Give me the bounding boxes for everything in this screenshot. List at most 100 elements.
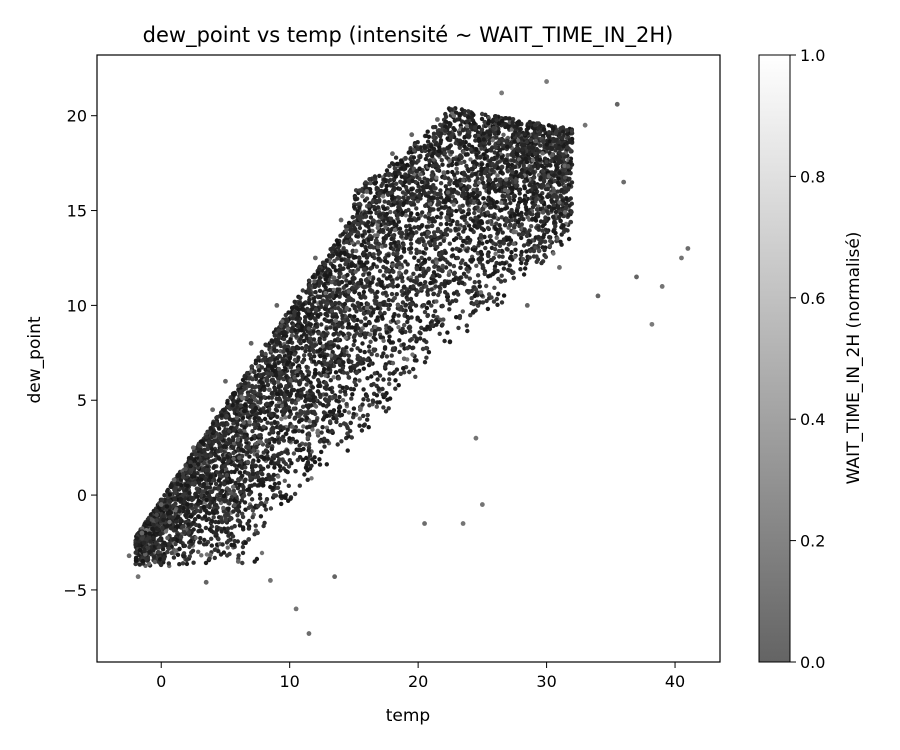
scatter-point (368, 339, 373, 344)
scatter-point (480, 207, 486, 212)
scatter-point (296, 311, 301, 316)
scatter-point (365, 376, 370, 381)
scatter-point (515, 220, 521, 225)
scatter-point (173, 541, 178, 547)
scatter-point (225, 545, 230, 550)
scatter-point (247, 399, 253, 404)
scatter-point (427, 212, 432, 217)
scatter-point (367, 177, 372, 182)
scatter-point (410, 175, 416, 180)
scatter-point (418, 336, 423, 341)
scatter-point (216, 536, 221, 542)
scatter-point (285, 469, 290, 475)
scatter-point (364, 196, 370, 201)
scatter-point (272, 481, 278, 487)
scatter-point (259, 350, 265, 355)
scatter-point (243, 465, 248, 470)
scatter-point (328, 378, 333, 383)
scatter-point (473, 138, 478, 143)
scatter-point (397, 226, 403, 231)
scatter-point (204, 552, 210, 557)
scatter-point (377, 400, 382, 405)
scatter-point (372, 174, 378, 179)
scatter-point (363, 335, 368, 340)
scatter-point (440, 162, 445, 167)
scatter-point (381, 239, 386, 244)
scatter-point (322, 347, 327, 352)
scatter-point (265, 456, 271, 461)
scatter-point (456, 292, 461, 297)
scatter-point (350, 303, 355, 308)
scatter-point (296, 428, 302, 433)
scatter-point (401, 195, 406, 200)
scatter-point (547, 130, 552, 135)
scatter-point (425, 129, 430, 134)
scatter-point (352, 338, 357, 343)
scatter-point (240, 377, 246, 383)
scatter-point (367, 180, 373, 186)
scatter-point (296, 380, 302, 385)
scatter-point (255, 470, 261, 476)
scatter-point (338, 389, 343, 394)
scatter-point (347, 313, 352, 318)
scatter-point (351, 406, 357, 411)
scatter-point (240, 544, 246, 550)
scatter-point (385, 397, 390, 402)
scatter-point (454, 298, 459, 303)
scatter-point (414, 292, 419, 297)
scatter-point (504, 157, 509, 163)
scatter-point (323, 291, 328, 296)
scatter-point (455, 183, 460, 188)
scatter-point (540, 228, 545, 233)
scatter-point (523, 266, 528, 271)
scatter-point (429, 223, 435, 228)
scatter-point (249, 497, 255, 502)
scatter-point (474, 263, 479, 268)
scatter-point (519, 235, 524, 241)
scatter-point (465, 328, 470, 334)
scatter-point (358, 307, 363, 312)
scatter-point (231, 456, 236, 461)
scatter-point (240, 473, 245, 478)
scatter-point (344, 401, 349, 407)
scatter-point (301, 424, 306, 429)
scatter-point (258, 496, 263, 501)
scatter-point (336, 409, 342, 414)
scatter-point (397, 349, 402, 355)
scatter-point (501, 266, 507, 271)
scatter-point (444, 221, 449, 227)
scatter-point (470, 257, 476, 262)
scatter-point (221, 429, 226, 435)
scatter-point (477, 190, 482, 196)
scatter-point (199, 553, 204, 558)
scatter-point (198, 536, 203, 541)
scatter-point (300, 404, 306, 409)
scatter-point (310, 385, 316, 390)
scatter-point (404, 224, 409, 229)
scatter-point (442, 338, 447, 344)
scatter-point (300, 457, 306, 462)
scatter-point (447, 307, 452, 312)
scatter-point (343, 335, 348, 340)
scatter-point (386, 192, 391, 197)
scatter-point (324, 425, 330, 430)
scatter-point (419, 255, 424, 260)
scatter-point (309, 476, 314, 481)
scatter-point (443, 184, 448, 189)
scatter-point (284, 317, 290, 322)
scatter-point (162, 493, 167, 498)
scatter-point (486, 292, 492, 297)
scatter-point (468, 313, 473, 318)
scatter-point (229, 525, 234, 530)
scatter-point (193, 535, 198, 541)
scatter-point (189, 452, 195, 457)
scatter-point (273, 388, 278, 393)
scatter-point (340, 398, 346, 403)
scatter-point (519, 249, 524, 255)
scatter-point (424, 305, 430, 311)
scatter-point (513, 179, 518, 184)
scatter-point (401, 342, 406, 347)
scatter-point (448, 222, 453, 227)
scatter-point (498, 170, 503, 175)
scatter-point (236, 553, 241, 558)
